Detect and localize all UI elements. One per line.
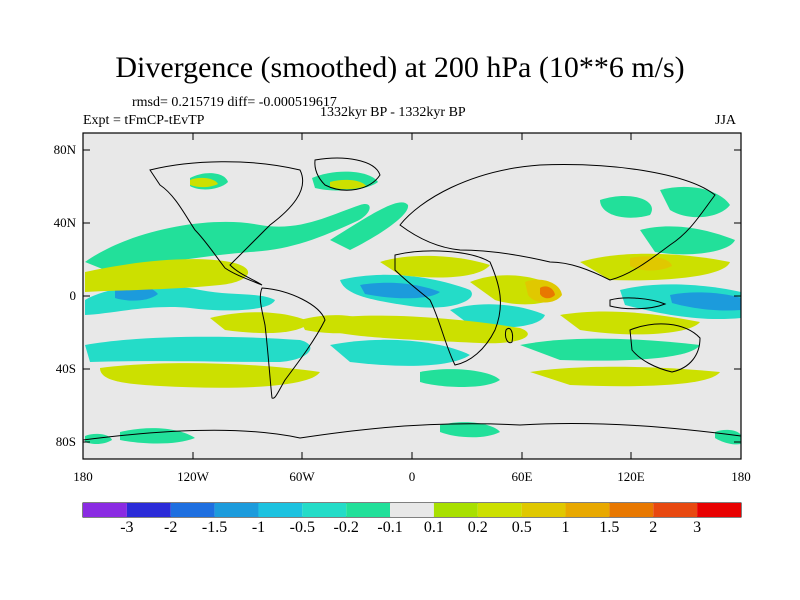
x-axis-label: 0 (408, 469, 416, 484)
indonesia-coast (609, 297, 667, 310)
colorbar (82, 502, 742, 518)
y-axis-label: 80N (53, 142, 76, 157)
convergence-region (640, 226, 735, 255)
divergence-field (85, 171, 741, 445)
madagascar-coast (505, 327, 513, 344)
y-axis-label: 40N (53, 215, 76, 230)
colorbar-cell (83, 503, 127, 517)
south-america-coast (259, 287, 326, 399)
divergence-region (330, 315, 528, 344)
stats-text: rmsd= 0.215719 diff= -0.000519617 (132, 95, 337, 110)
colorbar-cell (390, 503, 434, 517)
convergence-region (520, 338, 700, 361)
divergence-region (190, 177, 218, 188)
divergence-region (330, 179, 366, 190)
convergence-region (120, 428, 195, 444)
period-label: 1332kyr BP - 1332kyr BP (320, 105, 466, 120)
colorbar-cell (653, 503, 698, 517)
colorbar-label: 2 (649, 519, 658, 536)
colorbar-cell (126, 503, 171, 517)
colorbar-label: 0.2 (467, 519, 488, 536)
africa-coast (394, 250, 501, 366)
colorbar-cell (346, 503, 391, 517)
divergence-region (380, 255, 490, 278)
antarctica-coast (83, 422, 741, 441)
x-axis-label: 180 (73, 469, 93, 484)
colorbar-label: 0.5 (511, 519, 532, 536)
colorbar-label: 1.5 (599, 519, 620, 536)
colorbar-cell (609, 503, 654, 517)
convergence-region (85, 203, 370, 272)
y-axis-label: 0 (69, 288, 77, 303)
greenland-coast (314, 157, 381, 191)
colorbar-cell (477, 503, 522, 517)
colorbar-cell (433, 503, 478, 517)
north-america-coast (149, 161, 304, 286)
x-axis-label: 180 (731, 469, 751, 484)
x-axis-label: 60E (511, 469, 533, 484)
colorbar-label: -1 (251, 519, 266, 536)
divergence-region (85, 259, 249, 292)
convergence-region (85, 433, 112, 444)
convergence-region (660, 186, 730, 218)
colorbar-label: -0.5 (289, 519, 315, 536)
colorbar-label: 1 (561, 519, 570, 536)
convergence-region (360, 282, 440, 299)
divergence-region (560, 311, 700, 335)
x-axis-label: 120E (617, 469, 645, 484)
australia-coast (629, 323, 701, 373)
colorbar-label: -2 (164, 519, 178, 536)
convergence-region (420, 369, 500, 387)
convergence-region (330, 339, 470, 366)
convergence-region (330, 202, 409, 250)
x-axis-label: 60W (289, 469, 315, 484)
y-axis-label: 40S (55, 361, 76, 376)
colorbar-cell (302, 503, 347, 517)
colorbar-label: -1.5 (201, 519, 228, 536)
colorbar-cell (697, 503, 741, 517)
colorbar-cell (258, 503, 303, 517)
season-label: JJA (715, 113, 737, 128)
map-plot-area (83, 133, 741, 459)
colorbar-cell (521, 503, 566, 517)
axis-ticks (83, 133, 741, 459)
divergence-region (210, 312, 310, 334)
colorbar-cell (214, 503, 259, 517)
convergence-region (670, 292, 741, 311)
colorbar-label: -0.1 (377, 519, 403, 536)
convergence-region (85, 336, 311, 362)
experiment-label: Expt = tFmCP-tEvTP (83, 113, 205, 128)
x-axis-label: 120W (177, 469, 209, 484)
colorbar-cell (170, 503, 215, 517)
y-axis-label: 80S (55, 434, 76, 449)
colorbar-cell (565, 503, 610, 517)
divergence-region (540, 286, 555, 299)
divergence-region (630, 256, 672, 271)
colorbar-label: 3 (693, 519, 702, 536)
convergence-region (600, 195, 652, 218)
convergence-region (440, 422, 500, 438)
coastlines (83, 157, 741, 441)
colorbar-label: 0.1 (423, 519, 444, 536)
divergence-region (100, 363, 320, 388)
colorbar-label: -0.2 (333, 519, 359, 536)
colorbar-label: -3 (120, 519, 134, 536)
map-title: Divergence (smoothed) at 200 hPa (10**6 … (115, 51, 685, 84)
eurasia-coast (399, 164, 716, 281)
